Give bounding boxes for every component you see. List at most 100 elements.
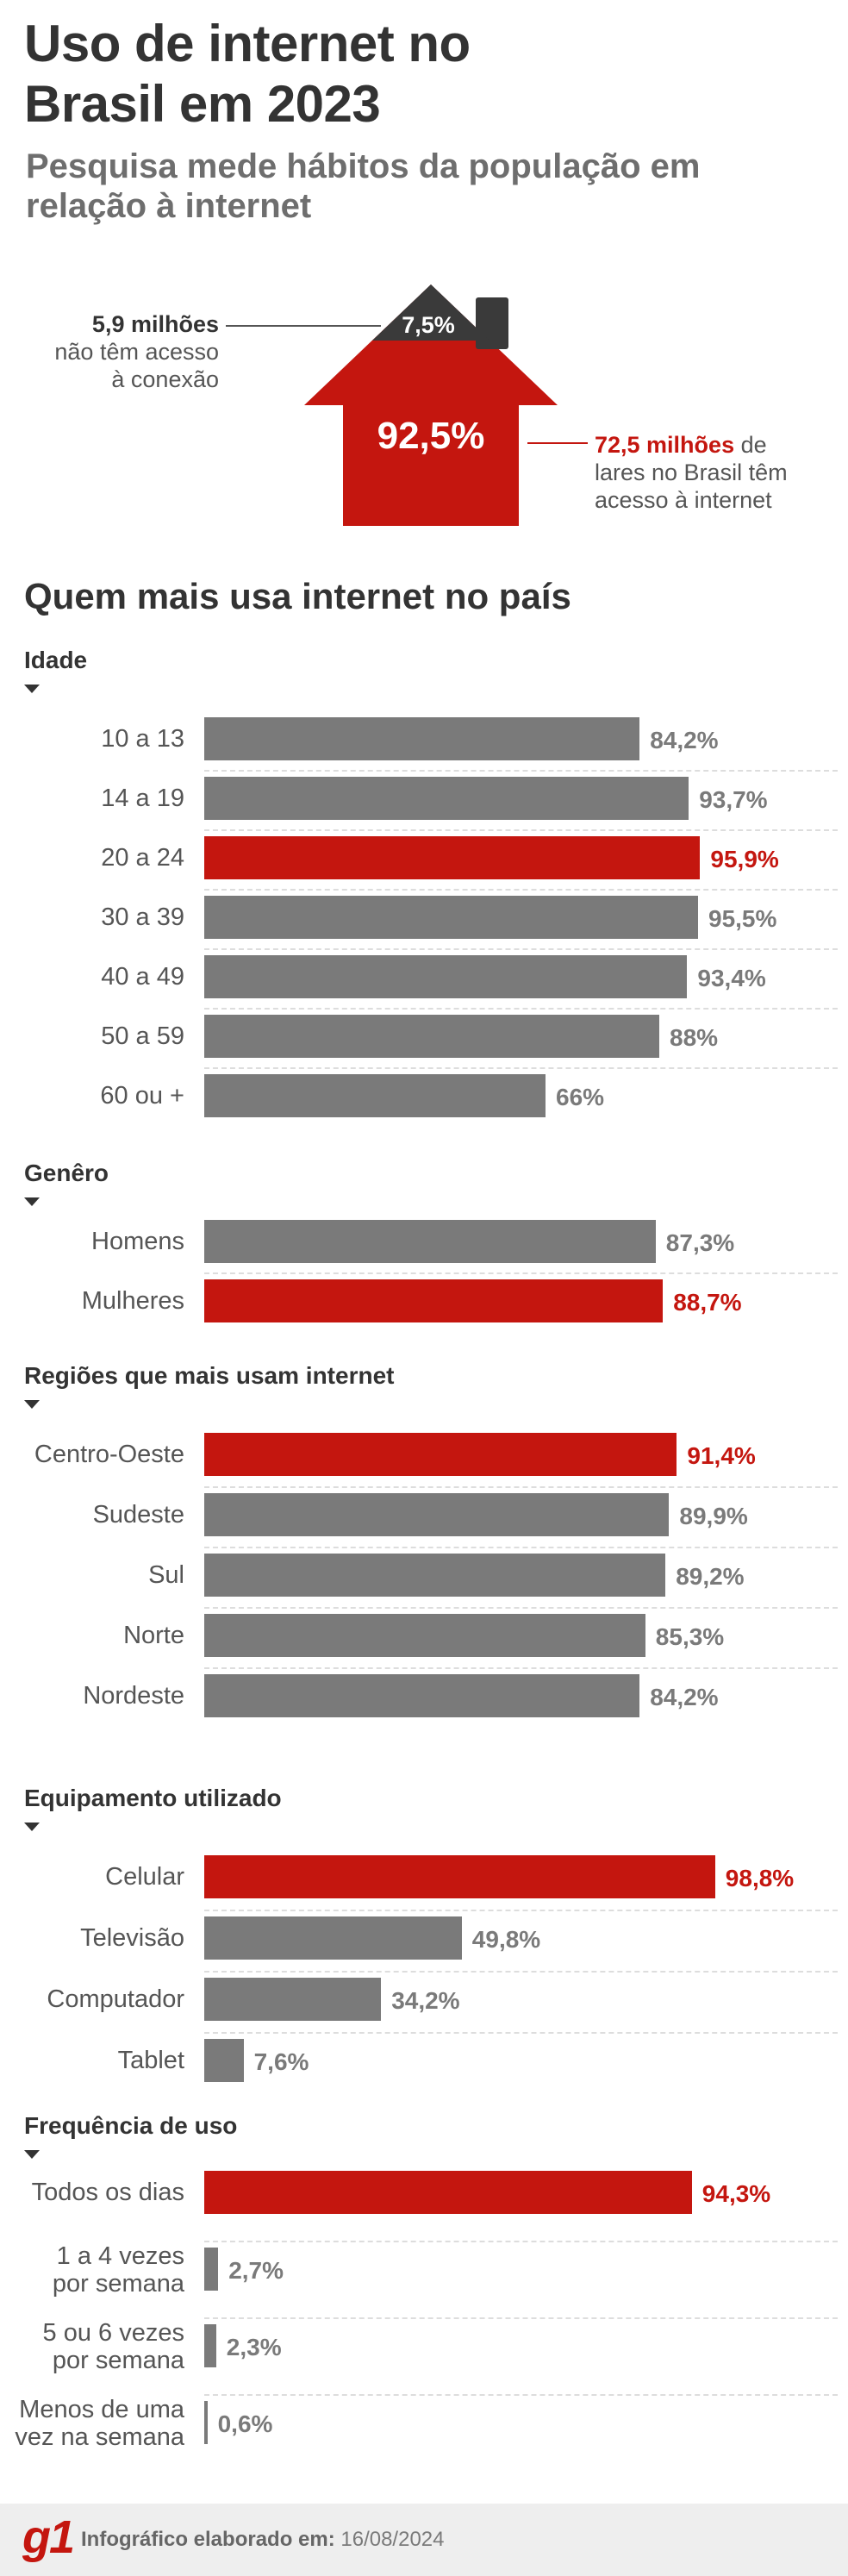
value-label: 66% xyxy=(556,1084,605,1110)
bar-row: 14 a 19 93,7% xyxy=(0,777,848,837)
section-title: Quem mais usa internet no país xyxy=(24,576,571,616)
value-label: 88% xyxy=(670,1024,719,1051)
value-label: 95,5% xyxy=(708,905,777,932)
category-label-line: 40 a 49 xyxy=(101,963,184,991)
footer-credit: Infográfico elaborado em: 16/08/2024 xyxy=(81,2528,445,2552)
credit-label: Infográfico elaborado em: xyxy=(81,2528,335,2551)
bar-row: Centro-Oeste 91,4% xyxy=(0,1433,848,1493)
value-label: 93,7% xyxy=(699,786,768,813)
category-label: Todos os dias xyxy=(32,2171,184,2214)
bar-row: Menos de uma vez na semana 0,6% xyxy=(0,2396,848,2461)
category-label-line: Tablet xyxy=(117,2047,184,2074)
category-label: 10 a 13 xyxy=(101,717,184,760)
value-label: 89,2% xyxy=(676,1563,745,1590)
bar xyxy=(204,1916,462,1960)
bar xyxy=(204,1978,382,2021)
row-divider xyxy=(204,1067,838,1074)
chart-group-title: Regiões que mais usam internet xyxy=(24,1362,395,1389)
bar xyxy=(204,1433,677,1476)
category-label-line: Centro-Oeste xyxy=(34,1441,184,1468)
caret-down-icon xyxy=(24,2150,40,2159)
category-label: Computador xyxy=(47,1978,184,2021)
bar xyxy=(204,1674,640,1717)
right-note-leader xyxy=(527,442,588,444)
bar xyxy=(204,836,701,879)
chart-group-title: Equipamento utilizado xyxy=(24,1785,282,1811)
bar-row: Celular 98,8% xyxy=(0,1855,848,1916)
subtitle-line-1: Pesquisa mede hábitos da população em xyxy=(26,147,701,185)
category-label: Centro-Oeste xyxy=(34,1433,184,1476)
bar xyxy=(204,2324,216,2367)
bar xyxy=(204,955,688,998)
value-label: 2,7% xyxy=(228,2257,284,2284)
house-without-access-value: 7,5% xyxy=(402,312,455,338)
bar xyxy=(204,1220,656,1263)
bar-row: Todos os dias 94,3% xyxy=(0,2171,848,2242)
category-label-line: Homens xyxy=(91,1228,184,1255)
bar-row: Tablet 7,6% xyxy=(0,2039,848,2099)
category-label-line: Computador xyxy=(47,1985,184,2013)
footer: g1 Infográfico elaborado em: 16/08/2024 xyxy=(0,2504,848,2576)
row-divider xyxy=(204,1971,838,1978)
value-label: 95,9% xyxy=(710,846,779,872)
chart-group-title: Genêro xyxy=(24,1160,109,1186)
chart-group: Equipamento utilizado Celular 98,8% Televis… xyxy=(0,1785,848,2100)
bar-row: Nordeste 84,2% xyxy=(0,1674,848,1735)
no-access-line-3: à conexão xyxy=(111,366,219,392)
page-subtitle: Pesquisa mede hábitos da população em re… xyxy=(26,147,801,226)
value-label: 85,3% xyxy=(655,1623,725,1650)
title-line-1: Uso de internet no xyxy=(24,15,471,72)
bar-row: 40 a 49 93,4% xyxy=(0,955,848,1016)
category-label: Nordeste xyxy=(83,1674,184,1717)
value-label: 0,6% xyxy=(217,2410,273,2437)
bar xyxy=(204,717,640,760)
bar-row: 5 ou 6 vezes por semana 2,3% xyxy=(0,2319,848,2396)
category-label-line: Nordeste xyxy=(83,1682,184,1710)
row-divider xyxy=(204,2032,838,2039)
bar xyxy=(204,2171,692,2214)
bar-row: 10 a 13 84,2% xyxy=(0,717,848,778)
category-label-line: Celular xyxy=(105,1863,184,1891)
category-label: Mulheres xyxy=(82,1279,184,1322)
category-label: 20 a 24 xyxy=(101,836,184,879)
row-divider xyxy=(204,1008,838,1015)
category-label-line: 1 a 4 vezes xyxy=(56,2242,184,2270)
credit-date: 16/08/2024 xyxy=(340,2528,445,2551)
chart-group: Idade 10 a 13 84,2% 14 a 19 93,7% 20 a 24 95,9… xyxy=(0,647,848,1134)
chart-group-title: Frequência de uso xyxy=(24,2112,238,2139)
category-label-line: 30 a 39 xyxy=(101,903,184,931)
bar-row: 1 a 4 vezes por semana 2,7% xyxy=(0,2242,848,2319)
value-label: 84,2% xyxy=(650,1684,719,1710)
bar-row: Homens 87,3% xyxy=(0,1220,848,1280)
category-label: Norte xyxy=(123,1614,184,1657)
row-divider xyxy=(204,1607,838,1614)
access-line-2: lares no Brasil têm xyxy=(595,460,788,485)
bar-row: Mulheres 88,7% xyxy=(0,1279,848,1340)
category-label: Sul xyxy=(148,1554,184,1597)
value-label: 7,6% xyxy=(253,2048,309,2075)
access-note: 72,5 milhões de lares no Brasil têm aces… xyxy=(595,431,827,514)
house-illustration: 7,5% 92,5% xyxy=(276,276,586,535)
value-label: 89,9% xyxy=(679,1503,748,1529)
row-divider xyxy=(204,829,838,836)
no-access-count: 5,9 milhões xyxy=(91,311,219,337)
bar-row: Norte 85,3% xyxy=(0,1614,848,1674)
bar xyxy=(204,1855,715,1898)
category-label-line: Sudeste xyxy=(92,1501,184,1529)
bar xyxy=(204,1493,670,1536)
bar xyxy=(204,1614,645,1657)
category-label: 50 a 59 xyxy=(101,1015,184,1058)
category-label: 30 a 39 xyxy=(101,896,184,939)
bar xyxy=(204,1554,666,1597)
g1-logo: g1 xyxy=(22,2511,75,2563)
row-divider xyxy=(204,948,838,955)
access-line-1-rest: de xyxy=(740,432,767,458)
category-label-line: Televisão xyxy=(80,1924,184,1952)
access-count: 72,5 milhões xyxy=(595,432,735,458)
value-label: 34,2% xyxy=(391,1987,460,2014)
no-access-line-2: não têm acesso xyxy=(54,339,219,365)
category-label-line: por semana xyxy=(52,2347,184,2374)
house-roof-top-overlay xyxy=(372,284,489,341)
title-line-2: Brasil em 2023 xyxy=(24,75,381,133)
category-label-line: Norte xyxy=(123,1622,184,1649)
